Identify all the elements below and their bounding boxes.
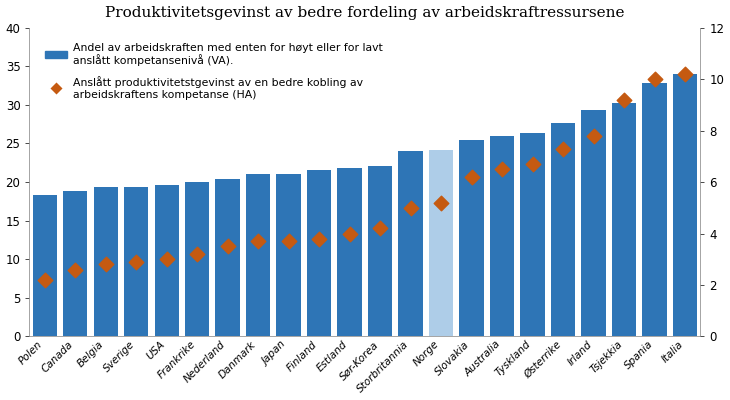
Point [680, 71, 691, 77]
Bar [185, 182, 210, 336]
Point [466, 174, 477, 180]
Point [649, 76, 661, 82]
Bar [155, 185, 179, 336]
Bar [93, 188, 118, 336]
Bar [551, 123, 575, 336]
Bar [642, 83, 667, 336]
Point [435, 200, 447, 206]
Point [191, 251, 203, 257]
Point [100, 261, 112, 268]
Title: Produktivitetsgevinst av bedre fordeling av arbeidskraftressursene: Produktivitetsgevinst av bedre fordeling… [105, 6, 625, 20]
Bar [63, 191, 88, 336]
Bar [399, 151, 423, 336]
Point [557, 145, 569, 152]
Bar [215, 179, 240, 336]
Bar [307, 170, 331, 336]
Bar [124, 188, 148, 336]
Point [344, 230, 356, 237]
Point [131, 259, 142, 265]
Point [618, 96, 630, 103]
Point [405, 204, 417, 211]
Point [588, 132, 599, 139]
Bar [429, 150, 453, 336]
Point [69, 266, 81, 273]
Point [161, 256, 172, 262]
Bar [277, 174, 301, 336]
Bar [33, 195, 57, 336]
Bar [246, 174, 270, 336]
Point [283, 238, 294, 244]
Bar [337, 168, 362, 336]
Point [253, 238, 264, 244]
Bar [459, 140, 484, 336]
Bar [673, 74, 697, 336]
Bar [612, 103, 637, 336]
Bar [490, 136, 515, 336]
Bar [520, 133, 545, 336]
Bar [368, 166, 393, 336]
Bar [582, 110, 606, 336]
Point [39, 277, 50, 283]
Point [527, 161, 539, 167]
Point [374, 225, 386, 232]
Legend: Andel av arbeidskraften med enten for høyt eller for lavt
anslått kompetansenivå: Andel av arbeidskraften med enten for hø… [42, 39, 386, 103]
Point [222, 243, 234, 250]
Point [313, 236, 325, 242]
Point [496, 166, 508, 172]
